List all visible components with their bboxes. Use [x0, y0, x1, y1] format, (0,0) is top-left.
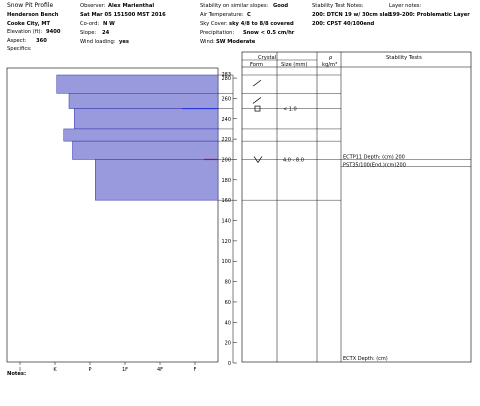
air-temp-value: C: [247, 12, 251, 18]
precip-value: Snow < 0.5 cm/hr: [243, 30, 295, 36]
hardness-layers: [56, 74, 233, 201]
rho-header: ρ: [329, 55, 333, 61]
depth-tick-label: 0: [228, 361, 231, 367]
observer-value: Alex Marienthal: [108, 3, 155, 9]
crystal-size-label: < 1.0: [283, 107, 297, 113]
sky-label: Sky Cover:: [200, 21, 228, 27]
depth-tick-label: 80: [225, 280, 231, 286]
hardness-layer-bar: [56, 74, 219, 94]
sky-value: sky 4/8 to 8/8 covered: [229, 21, 294, 27]
depth-tick-label: 160: [221, 198, 231, 204]
hardness-tick-label: F: [194, 367, 197, 373]
depth-tick-label: 200: [221, 157, 231, 163]
crystal-size-label: 4.0 - 8.0: [283, 157, 304, 163]
stability-test-label: PST35/100(End,)(cm)200: [343, 163, 406, 169]
depth-tick-label: 280: [221, 76, 231, 82]
region: Cooke City, MT: [7, 21, 51, 27]
aspect-value: 360: [36, 38, 47, 44]
depth-tick-label: 180: [221, 178, 231, 184]
hardness-tick-label: 1F: [122, 367, 128, 373]
depth-tick-label: 120: [221, 239, 231, 245]
stability-test-label: ECTP11 Depth: (cm) 200: [343, 154, 405, 160]
coord-label: Co-ord:: [80, 21, 100, 27]
hardness-layer-bar: [63, 128, 219, 142]
size-header: Size (mm): [281, 62, 308, 68]
depth-tick-label: 260: [221, 96, 231, 102]
depth-tick-label: 60: [225, 300, 231, 306]
crystal-square-icon: [254, 105, 261, 112]
chart-border: [6, 67, 219, 363]
test-note-2: 200: CPST 40/100end: [312, 21, 375, 27]
hardness-layer-bar: [74, 108, 219, 130]
rho-unit-header: kg/m³: [322, 62, 338, 68]
wind-label: Wind:: [200, 39, 215, 45]
wind-loading-label: Wind loading:: [80, 39, 116, 45]
test-notes-label: Stability Test Notes:: [312, 3, 364, 9]
page-title: Snow Pit Profile: [7, 2, 54, 9]
stability-value: Good: [273, 3, 289, 9]
specifics-label: Specifics:: [7, 46, 32, 52]
crystal-slash-icon: [252, 97, 262, 104]
hardness-tick-label: K: [53, 367, 57, 373]
stability-test-label: ECTX Depth: (cm): [343, 356, 388, 362]
elevation-value: 9400: [46, 29, 61, 35]
layer-note-1: 199-200: Problematic Layer: [389, 12, 470, 18]
hardness-layer-bar: [95, 159, 219, 201]
form-header: Form: [250, 62, 264, 68]
chart-marks: < 1.0 4.0 - 8.0 ECTP11 Depth: (cm) 200 PST3…: [182, 74, 471, 362]
air-temp-label: Air Temperature:: [200, 12, 244, 18]
wind-loading-value: yes: [119, 39, 129, 45]
depth-tick-label: 220: [221, 137, 231, 143]
coord-value: N W: [103, 21, 115, 27]
hardness-tick-label: P: [88, 367, 91, 373]
hardness-tick-label: 4F: [157, 367, 163, 373]
layer-notes-label: Layer notes:: [389, 3, 422, 9]
depth-tick-label: 140: [221, 219, 231, 225]
stability-label: Stability on similar slopes:: [200, 3, 269, 9]
slope-value: 24: [102, 30, 110, 36]
location: Henderson Bench: [7, 12, 59, 18]
aspect-label: Aspect:: [7, 38, 27, 44]
depth-tick-label: 100: [221, 259, 231, 265]
depth-tick-label: 240: [221, 117, 231, 123]
hardness-tick-label: I: [19, 367, 20, 373]
crystal-slash-icon: [252, 79, 262, 87]
crystal-v-icon: [253, 156, 263, 164]
notes-label: Notes:: [7, 371, 27, 377]
crystal-header: Crystal: [258, 55, 277, 61]
elevation-label: Elevation (ft):: [7, 29, 43, 35]
chart-frame: I K P 1F 4F F 0 20 40 60 80 100 120 140 160 180 200 220 24…: [6, 51, 472, 373]
stability-tests-header: Stability Tests: [386, 55, 422, 61]
test-note-1: 200: DTCN 19 w/ 30cm slab: [312, 12, 392, 18]
depth-tick-label: 20: [225, 341, 231, 347]
slope-label: Slope:: [80, 30, 97, 36]
hardness-layer-bar: [68, 93, 219, 109]
observer-label: Observer:: [80, 3, 106, 9]
date-value: Sat Mar 05 151500 MST 2016: [80, 12, 166, 18]
table-border: [241, 51, 472, 363]
precip-label: Precipitation:: [200, 30, 235, 36]
hardness-layer-bar: [72, 140, 219, 160]
depth-tick-label: 40: [225, 320, 231, 326]
wind-value: SW Moderate: [216, 39, 256, 45]
